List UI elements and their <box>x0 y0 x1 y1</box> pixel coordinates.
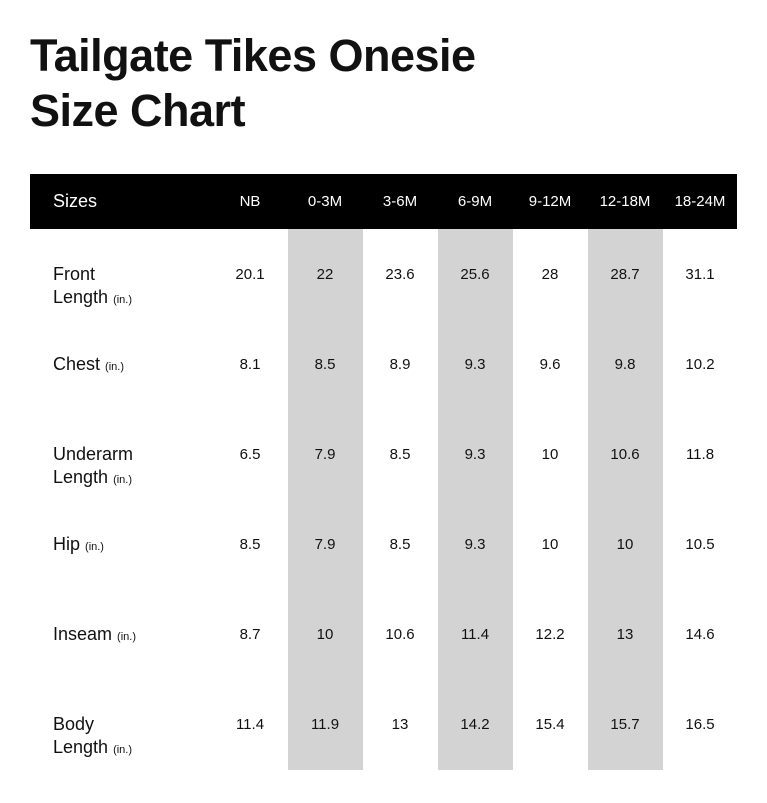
unit-label: (in.) <box>105 361 124 373</box>
row-label-line: Underarm <box>53 443 133 466</box>
table-cell: 9.3 <box>464 446 486 463</box>
row-label-line: Hip (in.) <box>53 533 104 559</box>
row-label-text: Chest <box>53 354 101 374</box>
unit-label: (in.) <box>113 294 133 306</box>
row-label-line: Body <box>53 713 132 736</box>
size-header-3-6m: 3-6M <box>382 193 418 210</box>
table-row: Front Length (in.) 20.1 22 23.6 25.6 28 28.7 31.… <box>0 263 767 353</box>
table-cell: 11.4 <box>460 626 490 643</box>
table-cell: 8.5 <box>389 446 411 463</box>
table-row: Hip (in.) 8.5 7.9 8.5 9.3 10 10 10.5 <box>0 533 767 623</box>
size-header-12-18m: 12-18M <box>599 193 651 210</box>
row-label: Front Length (in.) <box>53 263 132 312</box>
table-cell: 31.1 <box>685 266 715 283</box>
column-stripe <box>438 229 513 770</box>
table-cell: 10.6 <box>610 446 640 463</box>
unit-label: (in.) <box>113 744 133 756</box>
table-cell: 14.6 <box>685 626 715 643</box>
table-cell: 11.8 <box>685 446 715 463</box>
row-label: Inseam (in.) <box>53 623 136 649</box>
table-cell: 23.6 <box>385 266 415 283</box>
table-cell: 28.7 <box>610 266 640 283</box>
size-header-9-12m: 9-12M <box>528 193 572 210</box>
table-cell: 9.3 <box>464 356 486 373</box>
size-header-18-24m: 18-24M <box>674 193 726 210</box>
table-cell: 9.8 <box>614 356 636 373</box>
table-cell: 13 <box>391 716 409 733</box>
table-cell: 8.5 <box>314 356 336 373</box>
table-cell: 8.1 <box>239 356 261 373</box>
table-cell: 16.5 <box>685 716 715 733</box>
table-cell: 22 <box>316 266 334 283</box>
table-row: Chest (in.) 8.1 8.5 8.9 9.3 9.6 9.8 10.2 <box>0 353 767 443</box>
table-cell: 7.9 <box>314 446 336 463</box>
table-header: Sizes NB 0-3M 3-6M 6-9M 9-12M 12-18M 18-24M <box>30 174 737 229</box>
table-cell: 8.9 <box>389 356 411 373</box>
unit-label: (in.) <box>113 474 133 486</box>
size-header-nb: NB <box>239 193 261 210</box>
table-cell: 28 <box>541 266 559 283</box>
page-title: Tailgate Tikes Onesie Size Chart <box>30 28 476 138</box>
row-label-text: Front <box>53 264 96 284</box>
row-label: Chest (in.) <box>53 353 124 379</box>
row-label-text: Length <box>53 467 109 487</box>
table-cell: 13 <box>616 626 634 643</box>
row-label-text: Underarm <box>53 444 134 464</box>
row-label-line: Inseam (in.) <box>53 623 136 649</box>
table-cell: 11.4 <box>235 716 265 733</box>
table-cell: 8.7 <box>239 626 261 643</box>
table-cell: 15.7 <box>610 716 640 733</box>
table-cell: 8.5 <box>239 536 261 553</box>
row-label-line: Chest (in.) <box>53 353 124 379</box>
table-row: Body Length (in.) 11.4 11.9 13 14.2 15.4 15.7 16… <box>0 713 767 803</box>
row-label-text: Length <box>53 737 109 757</box>
column-stripe <box>288 229 363 770</box>
size-header-6-9m: 6-9M <box>457 193 493 210</box>
table-cell: 10 <box>541 446 559 463</box>
row-label-line: Front <box>53 263 132 286</box>
table-cell: 9.3 <box>464 536 486 553</box>
table-cell: 8.5 <box>389 536 411 553</box>
row-label-text: Body <box>53 714 95 734</box>
title-line-1: Tailgate Tikes Onesie <box>30 30 476 81</box>
table-cell: 10 <box>316 626 334 643</box>
table-cell: 10.5 <box>685 536 715 553</box>
size-header-0-3m: 0-3M <box>307 193 343 210</box>
column-stripe <box>588 229 663 770</box>
unit-label: (in.) <box>117 631 136 643</box>
table-cell: 12.2 <box>535 626 565 643</box>
table-cell: 20.1 <box>235 266 265 283</box>
row-label-line: Length (in.) <box>53 466 133 492</box>
row-label: Underarm Length (in.) <box>53 443 133 492</box>
table-cell: 11.9 <box>310 716 340 733</box>
table-cell: 15.4 <box>535 716 565 733</box>
title-line-2: Size Chart <box>30 85 246 136</box>
row-label-text: Length <box>53 287 109 307</box>
table-cell: 10 <box>541 536 559 553</box>
table-cell: 14.2 <box>460 716 490 733</box>
table-cell: 25.6 <box>460 266 490 283</box>
table-row: Underarm Length (in.) 6.5 7.9 8.5 9.3 10 10.6 11… <box>0 443 767 533</box>
row-label: Hip (in.) <box>53 533 104 559</box>
table-cell: 10.2 <box>685 356 715 373</box>
table-cell: 10 <box>616 536 634 553</box>
row-label-line: Length (in.) <box>53 286 132 312</box>
row-label-line: Length (in.) <box>53 736 132 762</box>
table-row: Inseam (in.) 8.7 10 10.6 11.4 12.2 13 14.6 <box>0 623 767 713</box>
row-label-text: Hip <box>53 534 81 554</box>
row-label-text: Inseam <box>53 624 113 644</box>
table-cell: 7.9 <box>314 536 336 553</box>
table-cell: 10.6 <box>385 626 415 643</box>
table-cell: 6.5 <box>239 446 261 463</box>
row-label: Body Length (in.) <box>53 713 132 762</box>
unit-label: (in.) <box>85 541 104 553</box>
table-cell: 9.6 <box>539 356 561 373</box>
sizes-header-label: Sizes <box>53 191 98 211</box>
